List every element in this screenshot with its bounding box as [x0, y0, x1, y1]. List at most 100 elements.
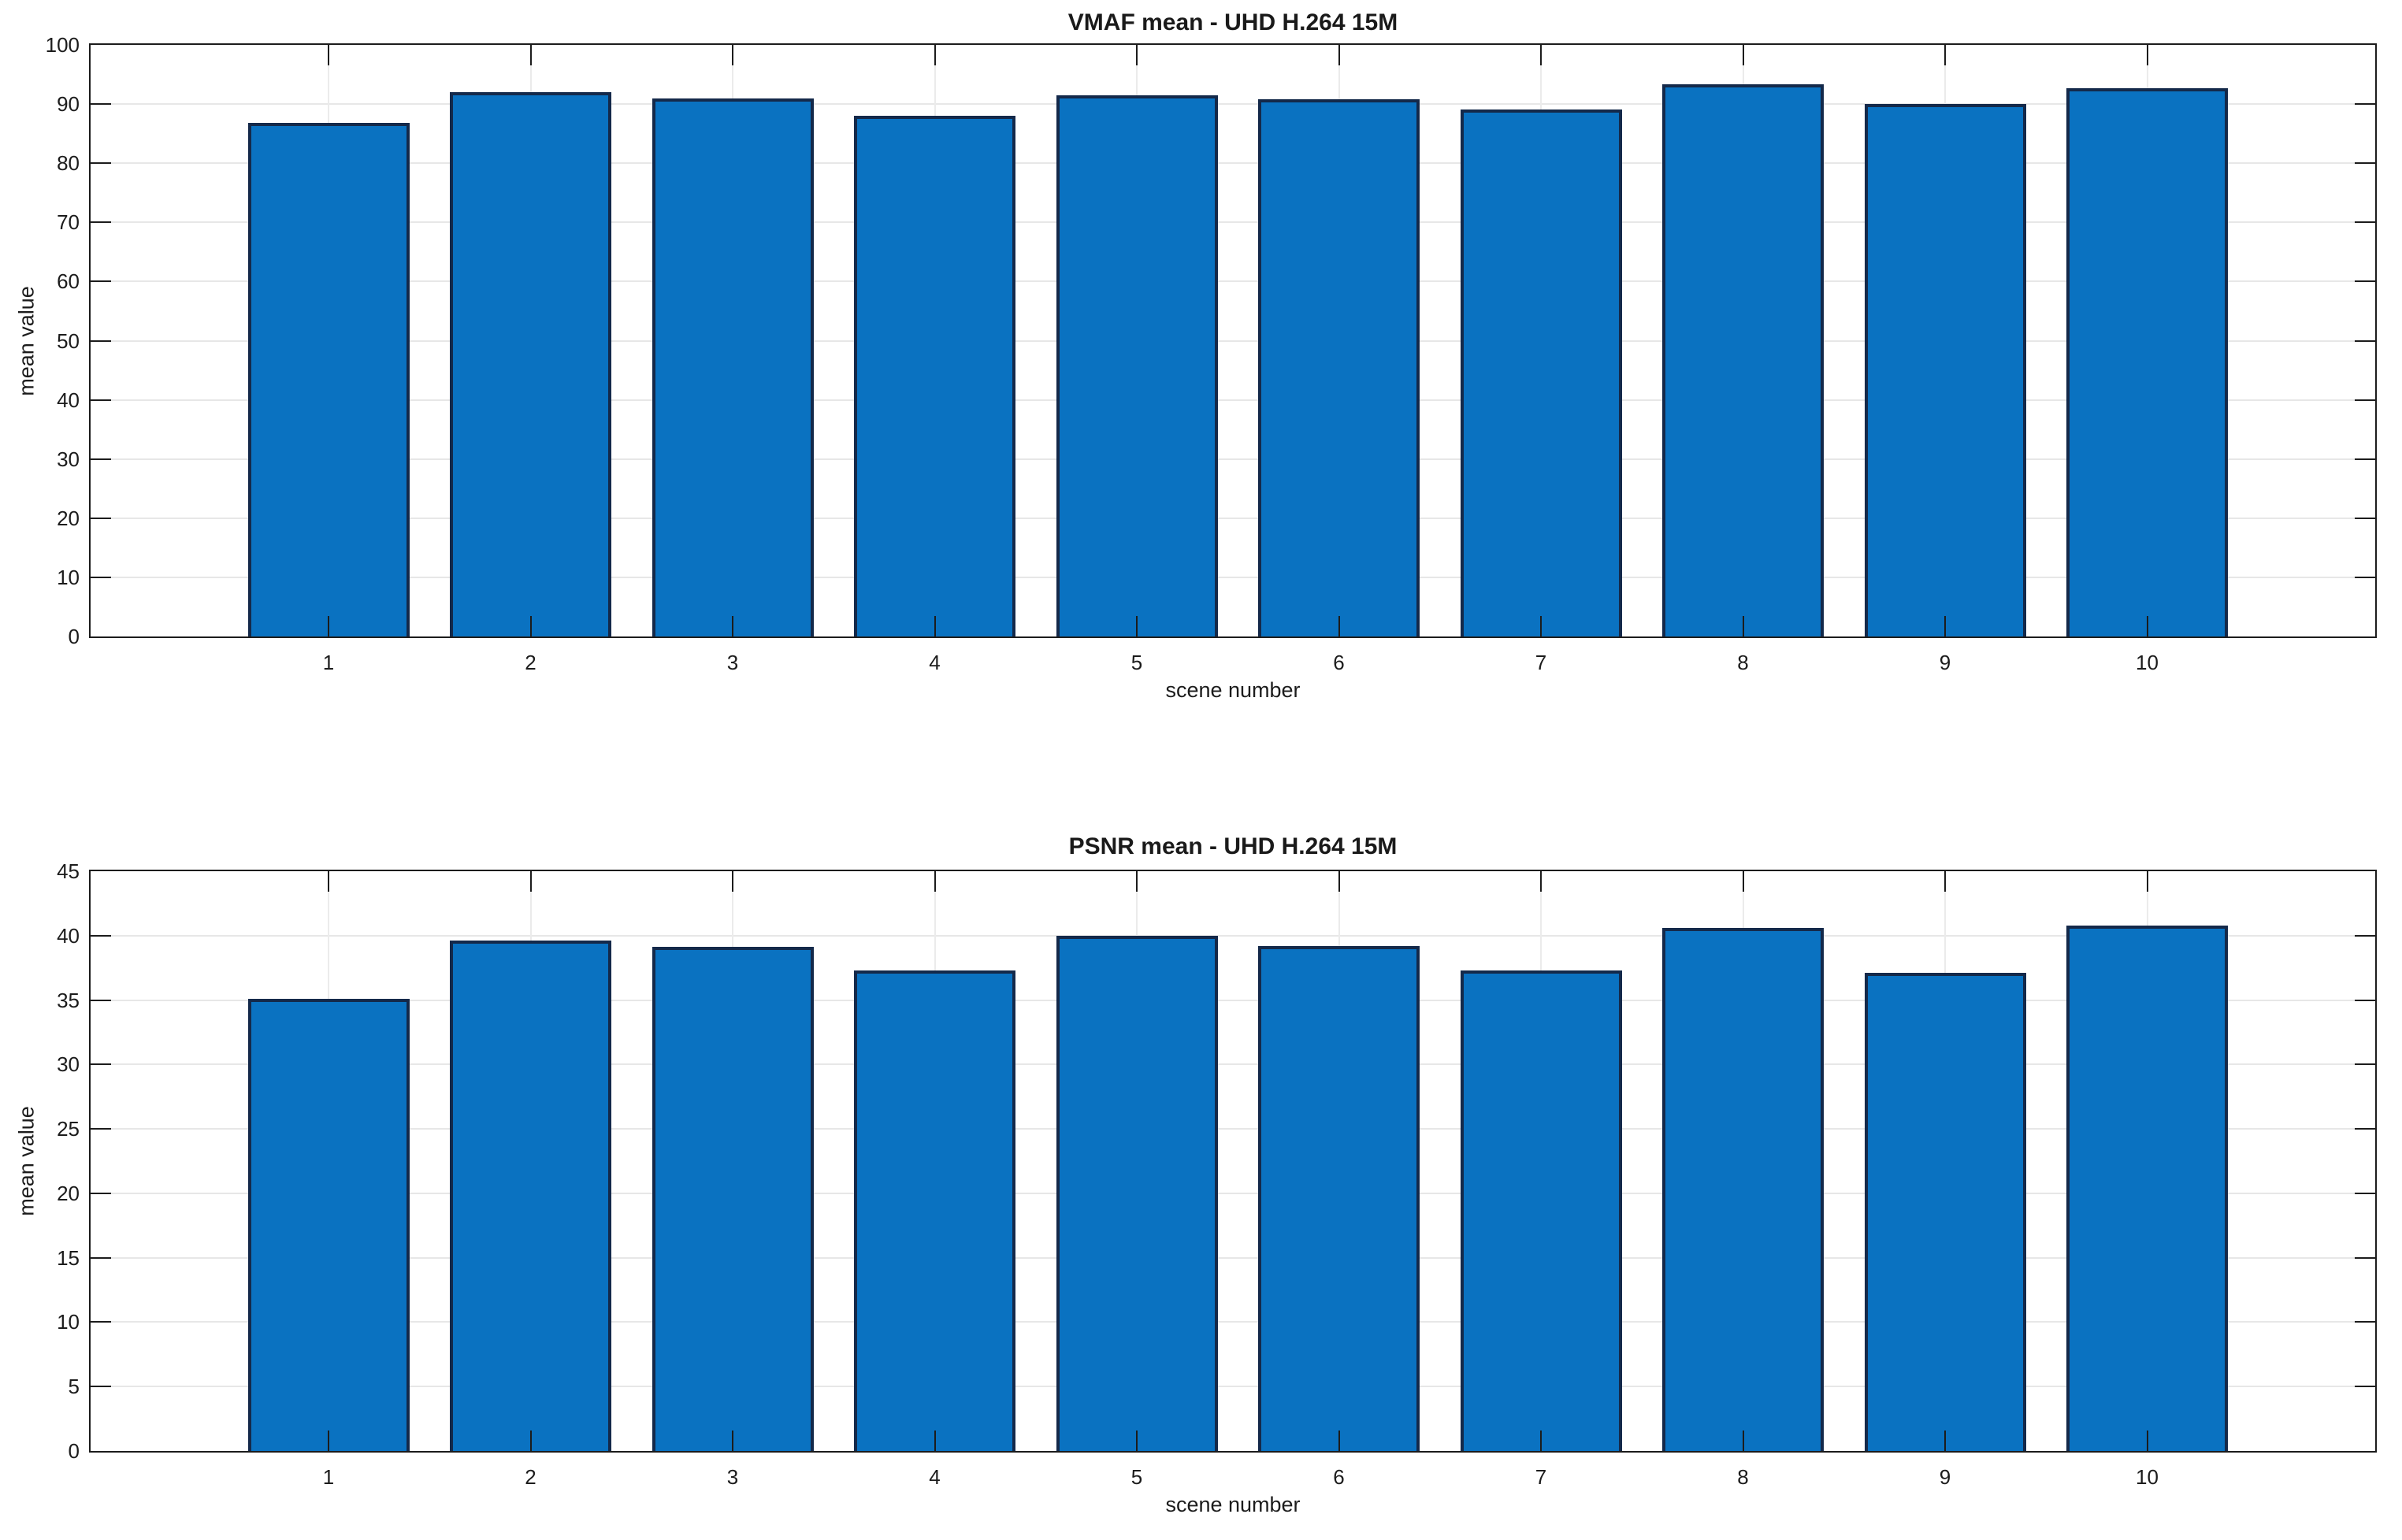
y-tick-label: 0	[68, 1439, 80, 1463]
tick-mark	[732, 871, 733, 892]
tick-mark	[934, 616, 936, 636]
y-tick-label: 5	[68, 1375, 80, 1399]
x-axis-label: scene number	[1165, 678, 1301, 702]
tick-mark	[529, 45, 532, 65]
y-tick-label: 50	[57, 328, 80, 353]
tick-mark	[91, 340, 111, 342]
tick-mark	[1338, 871, 1340, 892]
tick-mark	[1338, 616, 1340, 636]
tick-mark	[1944, 871, 1946, 892]
x-tick-label: 8	[1737, 651, 1749, 674]
tick-mark	[2355, 221, 2375, 224]
tick-mark	[2355, 458, 2375, 460]
plot-area	[89, 870, 2377, 1453]
tick-mark	[91, 1386, 111, 1388]
x-tick-label: 3	[726, 651, 739, 674]
y-tick-label: 80	[57, 151, 80, 176]
tick-mark	[2355, 103, 2375, 106]
tick-mark	[1540, 1431, 1542, 1451]
tick-mark	[2355, 999, 2375, 1001]
tick-mark	[328, 616, 329, 636]
tick-mark	[1742, 1431, 1744, 1451]
chart-title: VMAF mean - UHD H.264 15M	[1067, 9, 1398, 35]
bar	[854, 116, 1015, 636]
tick-mark	[2355, 934, 2375, 937]
tick-mark	[91, 1321, 111, 1323]
y-tick-label: 40	[57, 923, 80, 948]
tick-mark	[2355, 162, 2375, 165]
tick-mark	[2355, 576, 2375, 578]
x-tick-label: 5	[1130, 1465, 1143, 1489]
x-tick-label: 10	[2136, 1465, 2159, 1489]
y-tick-label: 30	[57, 447, 80, 471]
x-tick-label: 4	[929, 651, 941, 674]
tick-mark	[934, 871, 936, 892]
gridline-h	[91, 162, 2375, 165]
tick-mark	[2355, 517, 2375, 519]
bar	[1056, 935, 1218, 1451]
x-tick-label: 5	[1130, 651, 1143, 674]
x-tick-label: 6	[1333, 651, 1345, 674]
y-tick-label: 60	[57, 269, 80, 294]
x-tick-label: 6	[1333, 1465, 1345, 1489]
y-tick-label: 0	[68, 625, 80, 648]
x-tick-label: 3	[726, 1465, 739, 1489]
tick-mark	[1944, 1431, 1946, 1451]
tick-mark	[2355, 1386, 2375, 1388]
tick-mark	[529, 871, 532, 892]
tick-mark	[91, 458, 111, 460]
bar	[652, 947, 814, 1451]
gridline-h	[91, 458, 2375, 460]
tick-mark	[2355, 399, 2375, 401]
x-tick-label: 1	[322, 651, 335, 674]
gridline-h	[91, 517, 2375, 519]
tick-mark	[732, 1431, 733, 1451]
gridline-h	[91, 1256, 2375, 1259]
y-tick-label: 10	[57, 565, 80, 589]
tick-mark	[91, 576, 111, 578]
gridline-h	[91, 221, 2375, 224]
y-tick-label: 100	[45, 33, 80, 57]
x-tick-label: 8	[1737, 1465, 1749, 1489]
x-tick-label: 2	[525, 651, 536, 674]
tick-mark	[91, 934, 111, 937]
tick-mark	[2355, 1128, 2375, 1130]
tick-mark	[91, 280, 111, 283]
bar	[1258, 99, 1420, 636]
tick-mark	[732, 616, 733, 636]
tick-mark	[1338, 45, 1340, 65]
bar	[1864, 104, 2026, 636]
tick-mark	[2146, 871, 2148, 892]
gridline-h	[91, 1063, 2375, 1066]
tick-mark	[2146, 616, 2148, 636]
bar	[450, 92, 611, 636]
tick-mark	[529, 1431, 532, 1451]
gridline-h	[91, 1128, 2375, 1130]
bar	[450, 941, 611, 1451]
tick-mark	[328, 45, 329, 65]
tick-mark	[2355, 1192, 2375, 1194]
bar	[1056, 95, 1218, 636]
tick-mark	[1944, 616, 1946, 636]
tick-mark	[934, 1431, 936, 1451]
x-axis-label: scene number	[1165, 1493, 1301, 1516]
tick-mark	[1742, 871, 1744, 892]
tick-mark	[1742, 616, 1744, 636]
gridline-h	[91, 399, 2375, 401]
tick-mark	[328, 871, 329, 892]
bar	[2066, 87, 2228, 636]
tick-mark	[529, 616, 532, 636]
tick-mark	[2355, 1063, 2375, 1066]
y-tick-label: 40	[57, 388, 80, 412]
tick-mark	[1136, 871, 1138, 892]
x-tick-label: 10	[2136, 651, 2159, 674]
tick-mark	[934, 45, 936, 65]
x-tick-label: 9	[1939, 1465, 1951, 1489]
tick-mark	[2355, 1256, 2375, 1259]
tick-mark	[732, 45, 733, 65]
tick-mark	[2146, 1431, 2148, 1451]
gridline-h	[91, 576, 2375, 578]
